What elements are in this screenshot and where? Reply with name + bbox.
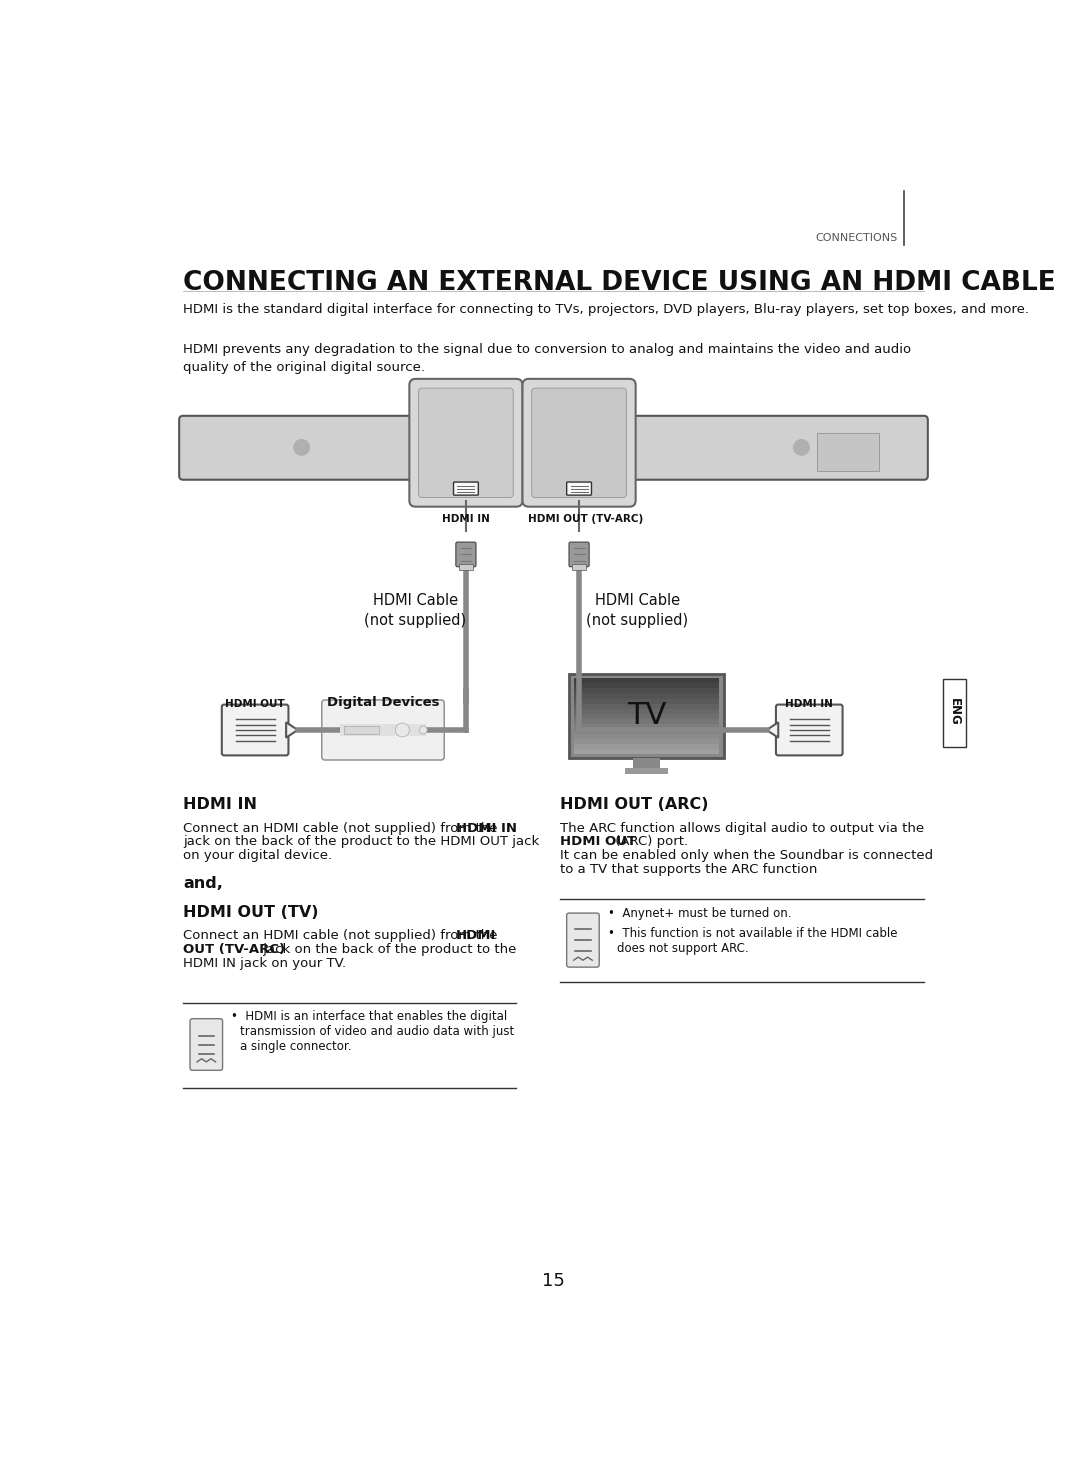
Bar (459, 564, 473, 570)
Bar (573, 723, 719, 729)
Bar (573, 738, 719, 744)
Text: HDMI IN: HDMI IN (456, 822, 517, 834)
Text: jack on the back of the product to the: jack on the back of the product to the (259, 943, 516, 956)
Bar (573, 708, 719, 713)
FancyBboxPatch shape (190, 1018, 222, 1070)
FancyBboxPatch shape (531, 388, 626, 497)
Text: CONNECTING AN EXTERNAL DEVICE USING AN HDMI CABLE: CONNECTING AN EXTERNAL DEVICE USING AN H… (183, 270, 1056, 295)
Ellipse shape (395, 723, 409, 737)
Text: •  Anynet+ must be turned on.: • Anynet+ must be turned on. (608, 908, 792, 920)
Bar (573, 728, 719, 734)
FancyBboxPatch shape (179, 416, 928, 480)
FancyBboxPatch shape (322, 700, 444, 760)
Text: HDMI: HDMI (456, 930, 496, 942)
FancyBboxPatch shape (567, 914, 599, 967)
Text: Connect an HDMI cable (not supplied) from the: Connect an HDMI cable (not supplied) fro… (183, 930, 502, 942)
Bar (573, 734, 719, 739)
Text: HDMI IN: HDMI IN (183, 797, 257, 812)
FancyBboxPatch shape (456, 542, 476, 567)
Bar (943, 679, 966, 747)
Bar (573, 688, 719, 694)
Text: HDMI prevents any degradation to the signal due to conversion to analog and main: HDMI prevents any degradation to the sig… (183, 342, 912, 375)
Text: a single connector.: a single connector. (241, 1039, 352, 1052)
Text: OUT (TV-ARC): OUT (TV-ARC) (183, 943, 285, 956)
Text: The ARC function allows digital audio to output via the: The ARC function allows digital audio to… (559, 822, 923, 834)
Ellipse shape (419, 726, 428, 734)
Text: HDMI OUT: HDMI OUT (559, 835, 636, 849)
FancyBboxPatch shape (567, 483, 592, 494)
Bar (345, 726, 379, 734)
Text: HDMI IN: HDMI IN (442, 514, 490, 524)
Bar (573, 719, 719, 723)
Bar (633, 759, 661, 769)
Text: HDMI is the standard digital interface for connecting to TVs, projectors, DVD pl: HDMI is the standard digital interface f… (183, 303, 1029, 316)
Text: Connect an HDMI cable (not supplied) from the: Connect an HDMI cable (not supplied) fro… (183, 822, 502, 834)
Bar (573, 677, 719, 683)
Text: HDMI Cable
(not supplied): HDMI Cable (not supplied) (586, 593, 688, 627)
Bar (816, 432, 879, 471)
FancyBboxPatch shape (775, 704, 842, 756)
FancyBboxPatch shape (569, 673, 724, 759)
Text: jack on the back of the product to the HDMI OUT jack: jack on the back of the product to the H… (183, 835, 539, 849)
FancyBboxPatch shape (419, 388, 513, 497)
Ellipse shape (294, 440, 309, 455)
Text: It can be enabled only when the Soundbar is connected: It can be enabled only when the Soundbar… (559, 849, 933, 862)
Bar (573, 748, 719, 754)
Text: on your digital device.: on your digital device. (183, 849, 333, 862)
Text: (ARC) port.: (ARC) port. (611, 835, 688, 849)
FancyBboxPatch shape (409, 379, 523, 506)
Text: HDMI IN: HDMI IN (785, 700, 833, 708)
Text: HDMI OUT (TV): HDMI OUT (TV) (183, 905, 319, 920)
Polygon shape (767, 722, 779, 738)
Bar (573, 744, 719, 748)
Text: does not support ARC.: does not support ARC. (617, 942, 748, 955)
Text: HDMI IN jack on your TV.: HDMI IN jack on your TV. (183, 956, 347, 970)
Bar (573, 698, 719, 704)
Text: Digital Devices: Digital Devices (327, 697, 440, 708)
Text: transmission of video and audio data with just: transmission of video and audio data wit… (241, 1024, 515, 1038)
Text: HDMI OUT (TV-ARC): HDMI OUT (TV-ARC) (528, 514, 643, 524)
Bar (573, 703, 719, 708)
Bar (625, 769, 669, 773)
Ellipse shape (794, 440, 809, 455)
Text: TV: TV (626, 701, 666, 729)
FancyBboxPatch shape (569, 542, 590, 567)
Bar (573, 683, 719, 688)
FancyBboxPatch shape (523, 379, 636, 506)
Bar (573, 713, 719, 719)
Text: HDMI Cable
(not supplied): HDMI Cable (not supplied) (364, 593, 467, 627)
Text: and,: and, (183, 877, 222, 892)
Text: to a TV that supports the ARC function: to a TV that supports the ARC function (559, 863, 818, 877)
Polygon shape (286, 722, 298, 738)
Text: CONNECTIONS: CONNECTIONS (815, 233, 897, 242)
Text: ENG: ENG (947, 698, 961, 726)
Text: 15: 15 (542, 1272, 565, 1290)
Bar (340, 723, 426, 737)
Bar (572, 564, 586, 570)
FancyBboxPatch shape (221, 704, 288, 756)
FancyBboxPatch shape (454, 483, 478, 494)
Text: HDMI OUT: HDMI OUT (226, 700, 285, 708)
Text: HDMI OUT (ARC): HDMI OUT (ARC) (559, 797, 708, 812)
Bar (573, 694, 719, 698)
Text: •  HDMI is an interface that enables the digital: • HDMI is an interface that enables the … (231, 1010, 508, 1023)
Text: •  This function is not available if the HDMI cable: • This function is not available if the … (608, 927, 897, 940)
